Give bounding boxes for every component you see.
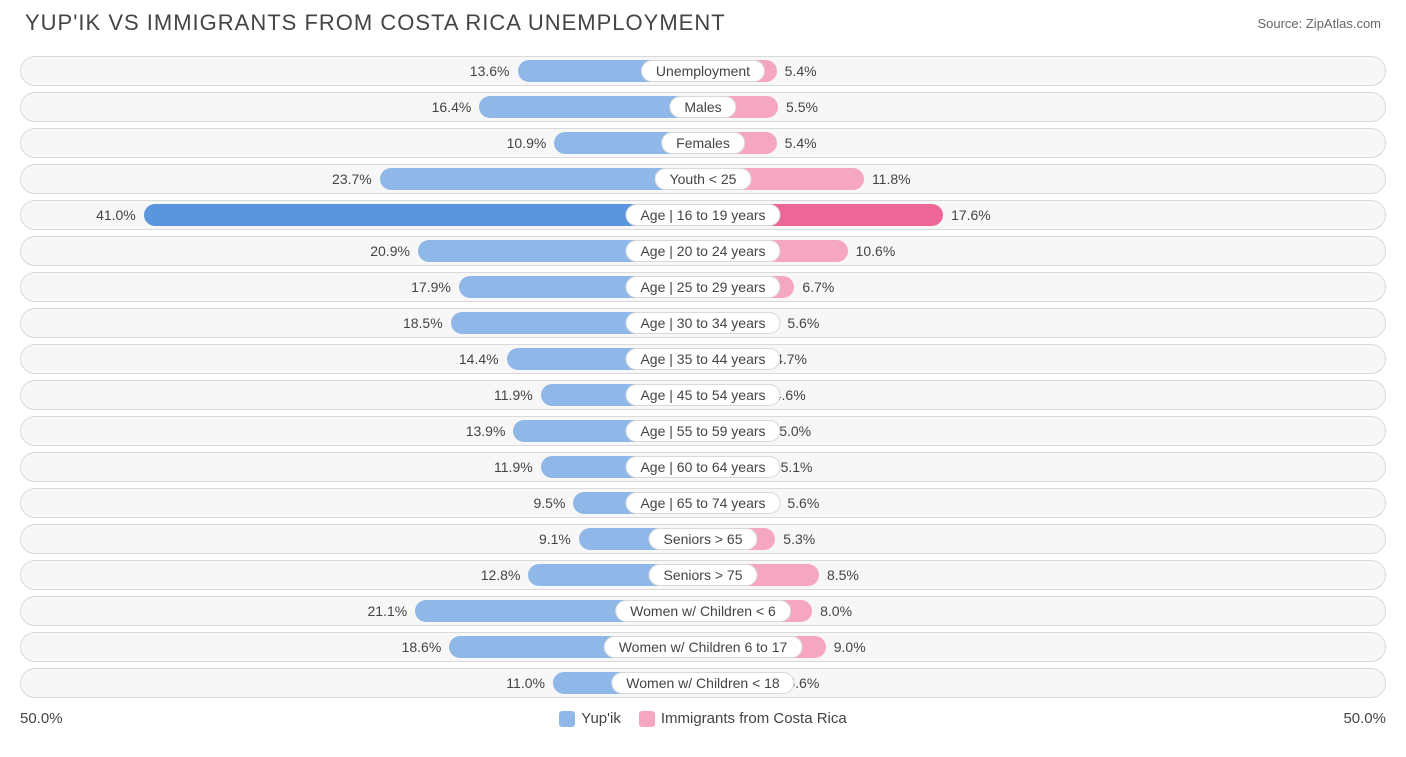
value-left: 20.9% — [370, 243, 410, 259]
value-right: 5.4% — [785, 135, 817, 151]
value-left: 9.1% — [539, 531, 571, 547]
data-row: 18.6% 9.0% Women w/ Children 6 to 17 — [20, 632, 1386, 662]
axis-left-label: 50.0% — [20, 710, 63, 727]
value-left: 23.7% — [332, 171, 372, 187]
legend-swatch-left — [559, 711, 575, 727]
value-left: 11.0% — [506, 675, 545, 691]
data-row: 13.9% 5.0%Age | 55 to 59 years — [20, 416, 1386, 446]
value-right: 10.6% — [856, 243, 896, 259]
legend: Yup'ik Immigrants from Costa Rica — [559, 710, 846, 727]
category-label: Age | 35 to 44 years — [625, 348, 780, 370]
category-label: Age | 65 to 74 years — [625, 492, 780, 514]
value-left: 21.1% — [368, 603, 408, 619]
value-right: 5.3% — [783, 531, 815, 547]
value-right: 8.0% — [820, 603, 852, 619]
data-row: 20.9% 10.6% Age | 20 to 24 years — [20, 236, 1386, 266]
value-right: 11.8% — [872, 171, 911, 187]
value-right: 5.0% — [779, 423, 811, 439]
header: YUP'IK VS IMMIGRANTS FROM COSTA RICA UNE… — [20, 10, 1386, 36]
data-row: 16.4% 5.5% Males — [20, 92, 1386, 122]
value-left: 18.6% — [402, 639, 442, 655]
value-right: 5.4% — [785, 63, 817, 79]
data-row: 11.9%4.6%Age | 45 to 54 years — [20, 380, 1386, 410]
legend-label-left: Yup'ik — [581, 710, 621, 727]
category-label: Age | 55 to 59 years — [625, 420, 780, 442]
value-left: 13.6% — [470, 63, 510, 79]
category-label: Age | 45 to 54 years — [625, 384, 780, 406]
data-row: 9.5% 5.6% Age | 65 to 74 years — [20, 488, 1386, 518]
legend-footer: 50.0% Yup'ik Immigrants from Costa Rica … — [20, 710, 1386, 727]
data-row: 41.0% 17.6% Age | 16 to 19 years — [20, 200, 1386, 230]
category-label: Unemployment — [641, 60, 765, 82]
value-left: 13.9% — [466, 423, 506, 439]
category-label: Women w/ Children 6 to 17 — [604, 636, 803, 658]
category-label: Females — [661, 132, 745, 154]
category-label: Women w/ Children < 18 — [611, 672, 794, 694]
data-row: 23.7% 11.8% Youth < 25 — [20, 164, 1386, 194]
value-left: 18.5% — [403, 315, 443, 331]
data-row: 11.9% 5.1%Age | 60 to 64 years — [20, 452, 1386, 482]
value-right: 9.0% — [834, 639, 866, 655]
value-left: 12.8% — [481, 567, 521, 583]
category-label: Women w/ Children < 6 — [615, 600, 791, 622]
chart-container: YUP'IK VS IMMIGRANTS FROM COSTA RICA UNE… — [0, 0, 1406, 737]
data-row: 18.5% 5.6% Age | 30 to 34 years — [20, 308, 1386, 338]
chart-title: YUP'IK VS IMMIGRANTS FROM COSTA RICA UNE… — [25, 10, 726, 36]
category-label: Youth < 25 — [655, 168, 752, 190]
data-row: 14.4%4.7%Age | 35 to 44 years — [20, 344, 1386, 374]
category-label: Males — [669, 96, 736, 118]
rows-container: 13.6% 5.4% Unemployment 16.4% 5.5% Males 10.9%… — [20, 56, 1386, 698]
data-row: 17.9% 6.7% Age | 25 to 29 years — [20, 272, 1386, 302]
axis-right-label: 50.0% — [1343, 710, 1386, 727]
value-left: 11.9% — [494, 387, 533, 403]
value-right: 5.5% — [786, 99, 818, 115]
category-label: Age | 25 to 29 years — [625, 276, 780, 298]
value-left: 41.0% — [96, 207, 136, 223]
legend-item-right: Immigrants from Costa Rica — [639, 710, 847, 727]
legend-item-left: Yup'ik — [559, 710, 621, 727]
data-row: 11.0%5.6%Women w/ Children < 18 — [20, 668, 1386, 698]
data-row: 21.1% 8.0% Women w/ Children < 6 — [20, 596, 1386, 626]
data-row: 12.8% 8.5% Seniors > 75 — [20, 560, 1386, 590]
data-row: 13.6% 5.4% Unemployment — [20, 56, 1386, 86]
value-left: 10.9% — [507, 135, 547, 151]
category-label: Age | 30 to 34 years — [625, 312, 780, 334]
value-right: 5.1% — [781, 459, 813, 475]
category-label: Age | 16 to 19 years — [625, 204, 780, 226]
value-right: 17.6% — [951, 207, 991, 223]
value-left: 11.9% — [494, 459, 533, 475]
category-label: Age | 60 to 64 years — [625, 456, 780, 478]
value-left: 16.4% — [432, 99, 472, 115]
bar-left: 41.0% — [144, 204, 703, 226]
value-right: 5.6% — [787, 495, 819, 511]
value-left: 9.5% — [534, 495, 566, 511]
data-row: 9.1% 5.3% Seniors > 65 — [20, 524, 1386, 554]
category-label: Seniors > 65 — [649, 528, 758, 550]
source-label: Source: ZipAtlas.com — [1257, 16, 1381, 31]
legend-label-right: Immigrants from Costa Rica — [661, 710, 847, 727]
value-left: 14.4% — [459, 351, 499, 367]
data-row: 10.9% 5.4% Females — [20, 128, 1386, 158]
category-label: Seniors > 75 — [649, 564, 758, 586]
value-right: 6.7% — [802, 279, 834, 295]
category-label: Age | 20 to 24 years — [625, 240, 780, 262]
value-right: 8.5% — [827, 567, 859, 583]
value-right: 5.6% — [787, 315, 819, 331]
value-left: 17.9% — [411, 279, 451, 295]
legend-swatch-right — [639, 711, 655, 727]
